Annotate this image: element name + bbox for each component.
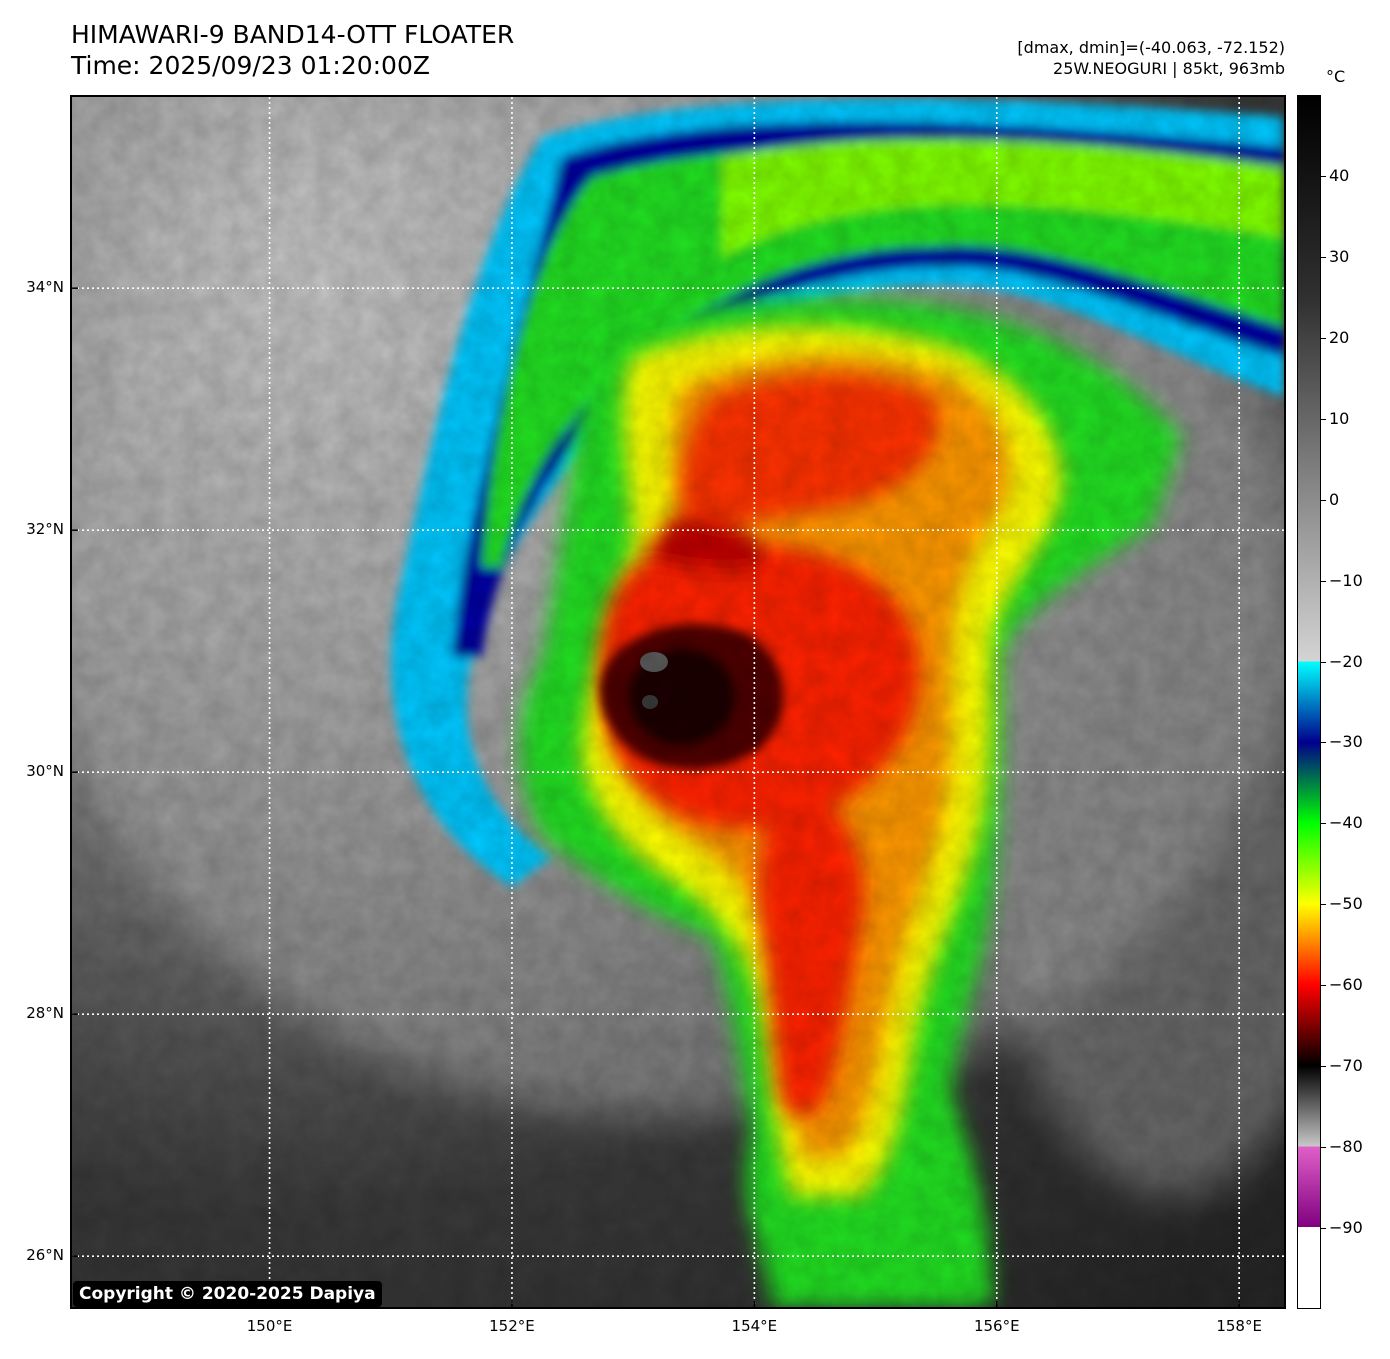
copyright-badge: Copyright © 2020-2025 Dapiya <box>73 1281 382 1307</box>
dmax-dmin-readout: [dmax, dmin]=(-40.063, -72.152) <box>1017 38 1285 57</box>
lat-tick-label: 34°N <box>26 278 64 297</box>
figure-title: HIMAWARI-9 BAND14-OTT FLOATER <box>71 20 515 49</box>
colorbar-tick-mark <box>1321 256 1326 258</box>
lat-tick-label: 30°N <box>26 762 64 781</box>
colorbar-tick-label: 30 <box>1329 246 1350 266</box>
colorbar-tick-label: −10 <box>1329 570 1363 590</box>
colorbar-tick-mark <box>1321 1147 1326 1149</box>
colorbar-tick-mark <box>1321 418 1326 420</box>
satellite-map[interactable] <box>70 95 1286 1309</box>
lat-tick-label: 28°N <box>26 1004 64 1023</box>
colorbar-tick-mark <box>1321 1066 1326 1068</box>
lon-tick-label: 152°E <box>489 1317 535 1335</box>
lat-tick-label: 26°N <box>26 1246 64 1265</box>
colorbar-tick-mark <box>1321 337 1326 339</box>
colorbar-tick-label: −50 <box>1329 894 1363 914</box>
lon-tick-label: 150°E <box>246 1317 293 1335</box>
colorbar-tick-label: −20 <box>1329 651 1363 671</box>
colorbar-tick-mark <box>1321 742 1326 744</box>
colorbar-tick-mark <box>1321 499 1326 501</box>
storm-info: 25W.NEOGURI | 85kt, 963mb <box>1053 59 1285 78</box>
colorbar <box>1297 95 1321 1309</box>
colorbar-tick-label: −30 <box>1329 732 1363 752</box>
colorbar-tick-mark <box>1321 1228 1326 1230</box>
colorbar-tick-mark <box>1321 985 1326 987</box>
ir-imagery <box>72 97 1284 1307</box>
colorbar-tick-mark <box>1321 175 1326 177</box>
colorbar-tick-label: −90 <box>1329 1218 1363 1238</box>
gridlines <box>72 97 1284 1307</box>
lon-tick-label: 156°E <box>973 1317 1020 1335</box>
colorbar-tick-label: 40 <box>1329 165 1350 185</box>
colorbar-tick-label: −60 <box>1329 975 1363 995</box>
lat-tick-label: 32°N <box>26 520 64 539</box>
colorbar-tick-label: −80 <box>1329 1137 1363 1157</box>
colorbar-tick-label: −40 <box>1329 813 1363 833</box>
colorbar-tick-mark <box>1321 904 1326 906</box>
colorbar-tick-label: −70 <box>1329 1056 1363 1076</box>
lon-tick-label: 158°E <box>1216 1317 1262 1335</box>
lon-tick-label: 154°E <box>731 1317 778 1335</box>
figure-time: Time: 2025/09/23 01:20:00Z <box>71 51 430 80</box>
colorbar-tick-label: 10 <box>1329 408 1350 428</box>
colorbar-tick-mark <box>1321 580 1326 582</box>
colorbar-tick-mark <box>1321 823 1326 825</box>
colorbar-tick-label: 20 <box>1329 327 1350 347</box>
colorbar-unit: °C <box>1326 67 1346 86</box>
colorbar-tick-mark <box>1321 661 1326 663</box>
colorbar-tick-label: 0 <box>1329 489 1340 509</box>
